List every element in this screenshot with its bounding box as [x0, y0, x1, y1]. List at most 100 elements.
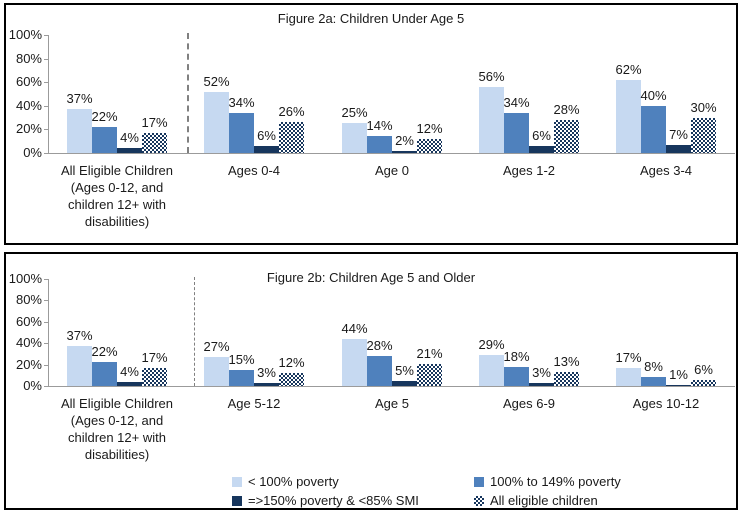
data-label: 12%	[416, 121, 443, 136]
bar-light	[204, 92, 229, 153]
bar-dark	[254, 383, 279, 386]
y-axis-tick-label: 100%	[8, 27, 42, 42]
data-label: 12%	[278, 355, 305, 370]
data-label: 18%	[503, 349, 530, 364]
data-label: 6%	[694, 362, 713, 377]
data-label: 7%	[669, 127, 688, 142]
bar-light	[616, 368, 641, 386]
bar-hatch	[142, 368, 167, 386]
bar-hatch	[142, 133, 167, 153]
bar-light	[204, 357, 229, 386]
y-axis-tick	[44, 129, 48, 130]
data-label: 13%	[553, 354, 580, 369]
bar-dark	[117, 382, 142, 386]
legend-swatch-hatch-pattern	[474, 495, 484, 506]
y-axis-tick	[44, 279, 48, 280]
y-axis-tick-label: 0%	[23, 145, 42, 160]
bar-dark	[529, 146, 554, 153]
bar-hatch	[279, 373, 304, 386]
bar-light	[67, 346, 92, 386]
y-axis-tick-label: 0%	[23, 378, 42, 393]
y-axis-tick-label: 20%	[15, 121, 42, 136]
bar-light	[67, 109, 92, 153]
data-label: 28%	[366, 338, 393, 353]
bar-medium	[229, 370, 254, 386]
data-label: 52%	[203, 74, 230, 89]
y-axis-tick	[44, 386, 48, 387]
bar-medium	[641, 106, 666, 153]
data-label: 30%	[690, 100, 717, 115]
data-label: 15%	[228, 352, 255, 367]
legend-label: < 100% poverty	[248, 474, 339, 489]
plot-area-2b: 0% 20% 40% 60% 80% 100% All Eligible Children …	[6, 254, 736, 508]
bar-medium	[641, 377, 666, 386]
y-axis-tick-label: 100%	[8, 271, 42, 286]
y-axis-tick	[44, 59, 48, 60]
y-axis-tick	[44, 365, 48, 366]
bar-medium	[504, 367, 529, 386]
bar-dark	[392, 381, 417, 386]
data-label: 6%	[532, 128, 551, 143]
bar-dark	[254, 146, 279, 153]
data-label: 37%	[66, 91, 93, 106]
y-axis-line	[48, 279, 49, 386]
chart-title-2a: Figure 2a: Children Under Age 5	[277, 11, 465, 26]
legend-swatch-light-blue	[232, 476, 242, 487]
bar-hatch	[554, 372, 579, 386]
data-label: 37%	[66, 328, 93, 343]
legend-swatch-dark-navy	[232, 495, 242, 506]
y-axis-tick-label: 60%	[15, 74, 42, 89]
legend-label: All eligible children	[490, 493, 598, 508]
data-label: 22%	[91, 344, 118, 359]
bar-medium	[92, 362, 117, 386]
legend-item-all-eligible: All eligible children	[474, 492, 621, 509]
x-axis-line	[48, 386, 735, 387]
data-label: 4%	[120, 364, 139, 379]
data-label: 8%	[644, 359, 663, 374]
category-label: Ages 6-9	[502, 396, 556, 411]
data-label: 62%	[615, 62, 642, 77]
data-label: 3%	[532, 365, 551, 380]
category-label: Ages 0-4	[227, 163, 281, 178]
bar-hatch	[417, 139, 442, 153]
category-label: All Eligible Children (Ages 0-12, and ch…	[61, 163, 173, 229]
x-axis-line	[48, 153, 735, 154]
data-label: 34%	[503, 95, 530, 110]
data-label: 29%	[478, 337, 505, 352]
y-axis-tick	[44, 322, 48, 323]
plot-area-2a: 0% 20% 40% 60% 80% 100% All Eligible Children …	[6, 5, 736, 243]
bar-dark	[666, 385, 691, 386]
y-axis-tick-label: 40%	[15, 98, 42, 113]
bar-light	[342, 339, 367, 386]
bar-medium	[504, 113, 529, 153]
data-label: 22%	[91, 109, 118, 124]
bar-light	[479, 87, 504, 153]
category-label: Age 5-12	[227, 396, 281, 411]
data-label: 14%	[366, 118, 393, 133]
y-axis-tick-label: 20%	[15, 357, 42, 372]
data-label: 6%	[257, 128, 276, 143]
chart-legend: < 100% poverty 100% to 149% poverty =>15…	[232, 473, 621, 509]
category-label: Age 0	[375, 163, 409, 178]
chart-title-2b: Figure 2b: Children Age 5 and Older	[266, 270, 476, 285]
data-label: 5%	[395, 363, 414, 378]
bar-dark	[666, 145, 691, 153]
legend-label: 100% to 149% poverty	[490, 474, 621, 489]
data-label: 17%	[141, 350, 168, 365]
y-axis-line	[48, 35, 49, 153]
data-label: 25%	[341, 105, 368, 120]
figure-2a-panel: Figure 2a: Children Under Age 5 0% 20% 40%…	[4, 3, 738, 245]
data-label: 2%	[395, 133, 414, 148]
legend-item-100to149-poverty: 100% to 149% poverty	[474, 473, 621, 490]
bar-hatch	[279, 122, 304, 153]
data-label: 28%	[553, 102, 580, 117]
bar-hatch	[417, 364, 442, 386]
data-label: 56%	[478, 69, 505, 84]
bar-hatch	[691, 380, 716, 386]
y-axis-tick-label: 80%	[15, 292, 42, 307]
y-axis-tick	[44, 153, 48, 154]
bar-medium	[229, 113, 254, 153]
y-axis-tick-label: 60%	[15, 314, 42, 329]
y-axis-tick-label: 80%	[15, 51, 42, 66]
data-label: 27%	[203, 339, 230, 354]
